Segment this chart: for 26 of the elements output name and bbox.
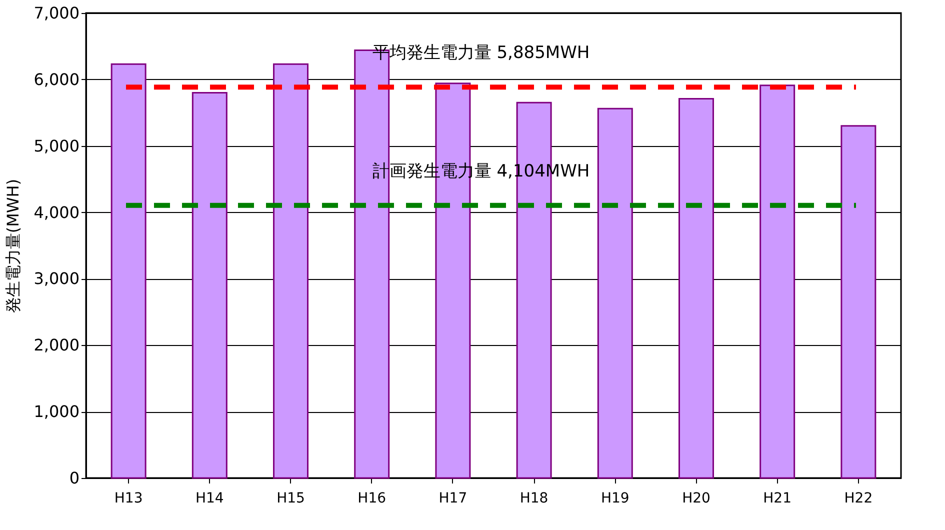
y-tick-label: 7,000 xyxy=(34,4,80,22)
y-tick-label: 2,000 xyxy=(34,336,80,355)
x-tick-label: H15 xyxy=(276,490,305,506)
bar xyxy=(597,108,633,479)
x-tick-label: H16 xyxy=(358,490,386,506)
y-tick-label: 5,000 xyxy=(34,136,80,156)
x-tick-label: H22 xyxy=(844,490,873,506)
x-tick-label: H19 xyxy=(600,490,630,506)
y-tick-label: 4,000 xyxy=(34,202,80,222)
y-tick-label: 1,000 xyxy=(34,402,80,422)
bar xyxy=(840,125,876,479)
y-tick-label: 3,000 xyxy=(34,269,80,288)
x-tick-label: H20 xyxy=(682,490,710,506)
y-tick-label: 6,000 xyxy=(34,70,80,89)
bar xyxy=(760,84,796,479)
x-tick-label: H14 xyxy=(195,490,224,506)
y-tick-label: 0 xyxy=(69,468,80,488)
bar xyxy=(192,92,228,479)
x-tick-label: H18 xyxy=(520,490,548,506)
bar xyxy=(678,98,714,479)
bar xyxy=(110,63,146,479)
x-tick-label: H13 xyxy=(114,490,143,506)
x-tick-label: H17 xyxy=(438,490,468,506)
x-tick-label: H21 xyxy=(763,490,792,506)
y-axis-title: 発生電力量(MWH) xyxy=(4,178,23,314)
bar xyxy=(273,63,309,479)
